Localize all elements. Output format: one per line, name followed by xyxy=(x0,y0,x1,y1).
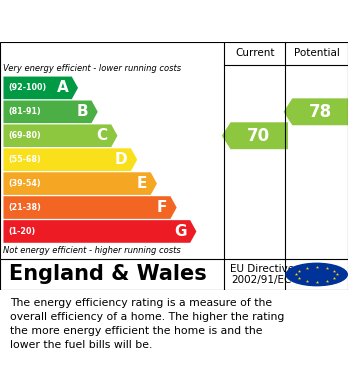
Text: Potential: Potential xyxy=(294,48,340,58)
Text: The energy efficiency rating is a measure of the
overall efficiency of a home. T: The energy efficiency rating is a measur… xyxy=(10,298,285,350)
Polygon shape xyxy=(3,124,118,147)
Text: Not energy efficient - higher running costs: Not energy efficient - higher running co… xyxy=(3,246,181,255)
Ellipse shape xyxy=(285,263,348,286)
Polygon shape xyxy=(3,172,157,195)
Text: G: G xyxy=(174,224,187,239)
Text: (81-91): (81-91) xyxy=(9,107,41,116)
Text: EU Directive
2002/91/EC: EU Directive 2002/91/EC xyxy=(230,264,294,285)
Polygon shape xyxy=(3,148,137,171)
Text: (39-54): (39-54) xyxy=(9,179,41,188)
Polygon shape xyxy=(3,196,177,219)
Text: Current: Current xyxy=(235,48,275,58)
Text: Energy Efficiency Rating: Energy Efficiency Rating xyxy=(9,12,249,30)
Polygon shape xyxy=(284,99,348,125)
Text: E: E xyxy=(137,176,147,191)
Polygon shape xyxy=(222,122,288,149)
Polygon shape xyxy=(3,220,196,243)
Text: (21-38): (21-38) xyxy=(9,203,41,212)
Text: (69-80): (69-80) xyxy=(9,131,41,140)
Text: 78: 78 xyxy=(309,103,332,121)
Text: (1-20): (1-20) xyxy=(9,227,36,236)
Text: 70: 70 xyxy=(247,127,270,145)
Text: (55-68): (55-68) xyxy=(9,155,41,164)
Text: C: C xyxy=(97,128,108,143)
Text: England & Wales: England & Wales xyxy=(9,264,206,285)
Text: B: B xyxy=(76,104,88,119)
Polygon shape xyxy=(3,77,78,99)
Text: Very energy efficient - lower running costs: Very energy efficient - lower running co… xyxy=(3,65,182,74)
Text: D: D xyxy=(115,152,127,167)
Text: A: A xyxy=(56,81,68,95)
Polygon shape xyxy=(3,100,98,123)
Text: F: F xyxy=(157,200,167,215)
Text: (92-100): (92-100) xyxy=(9,83,47,92)
